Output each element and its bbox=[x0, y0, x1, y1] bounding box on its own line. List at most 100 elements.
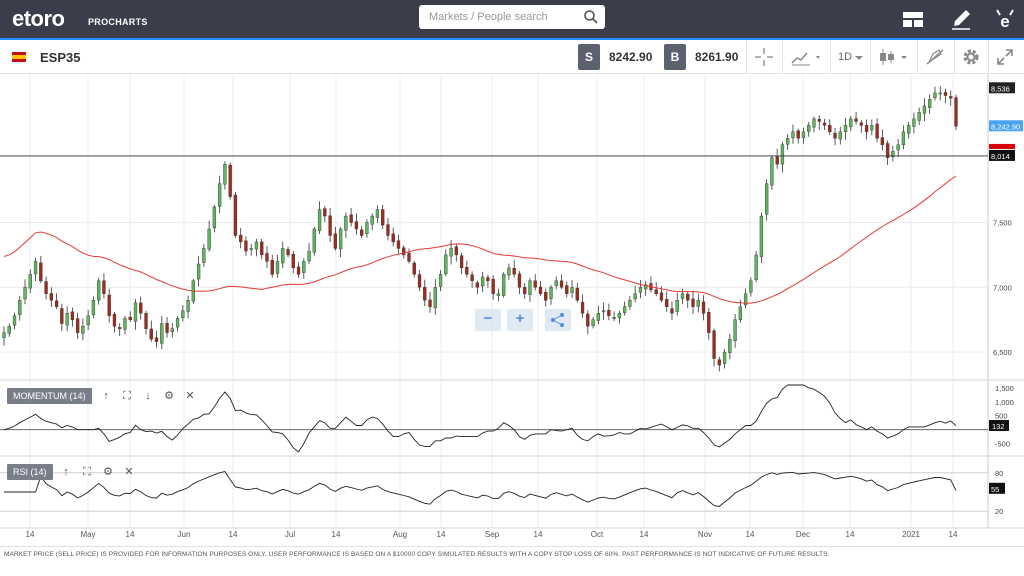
spain-flag-icon bbox=[12, 52, 26, 62]
search-box[interactable] bbox=[419, 5, 605, 29]
candle bbox=[770, 157, 774, 186]
candle bbox=[759, 215, 764, 258]
candle bbox=[486, 277, 490, 282]
share-icon bbox=[551, 313, 564, 327]
candle bbox=[112, 313, 117, 327]
move-up-icon[interactable]: ↑ bbox=[103, 390, 109, 402]
candle bbox=[859, 122, 863, 126]
candle bbox=[601, 310, 606, 313]
candle bbox=[665, 299, 669, 307]
candle bbox=[822, 122, 827, 126]
candle bbox=[633, 293, 637, 300]
candle bbox=[722, 351, 727, 364]
candle bbox=[465, 267, 469, 275]
candle bbox=[118, 327, 122, 329]
candle bbox=[317, 209, 322, 231]
candles-icon[interactable] bbox=[877, 46, 911, 68]
move-up-icon[interactable]: ↑ bbox=[63, 466, 69, 478]
candle bbox=[333, 233, 338, 249]
search-icon[interactable] bbox=[583, 9, 599, 25]
etoro-profile-icon[interactable]: e bbox=[990, 4, 1020, 34]
instrument-symbol[interactable]: ESP35 bbox=[40, 50, 81, 65]
candle bbox=[28, 274, 32, 289]
chart-type-icon[interactable] bbox=[790, 46, 824, 68]
candle bbox=[559, 280, 564, 288]
candle bbox=[81, 325, 85, 334]
x-axis-tick-label: Oct bbox=[591, 530, 604, 539]
timeframe-selector[interactable]: 1D bbox=[838, 51, 853, 63]
candle bbox=[686, 293, 690, 301]
candle bbox=[833, 133, 837, 139]
candle bbox=[591, 319, 595, 326]
rsi-value-label: 55 bbox=[991, 485, 999, 494]
x-axis-tick-label: 14 bbox=[229, 530, 238, 539]
candle bbox=[128, 316, 132, 320]
fullscreen-icon[interactable] bbox=[994, 46, 1016, 68]
sell-button[interactable]: S bbox=[578, 44, 600, 70]
sell-price[interactable]: 8242.90 bbox=[609, 50, 653, 64]
candle bbox=[765, 183, 769, 215]
maximize-icon[interactable]: ⛶ bbox=[123, 390, 131, 402]
x-axis-tick-label: 14 bbox=[846, 530, 855, 539]
zoom-out-button[interactable]: − bbox=[475, 309, 501, 331]
chevron-down-icon[interactable] bbox=[854, 46, 864, 68]
close-icon[interactable]: ✕ bbox=[124, 466, 134, 478]
buy-button[interactable]: B bbox=[664, 44, 686, 70]
level-price-badge bbox=[989, 149, 1015, 161]
candle bbox=[491, 278, 495, 294]
candle bbox=[854, 118, 858, 122]
candle bbox=[954, 97, 958, 127]
settings-icon[interactable] bbox=[960, 46, 982, 68]
candle bbox=[196, 263, 201, 280]
x-axis-tick-label: Jul bbox=[285, 530, 295, 539]
rsi-axis-tick-label: 20 bbox=[995, 507, 1003, 516]
x-axis-tick-label: 14 bbox=[126, 530, 135, 539]
candle bbox=[144, 313, 148, 329]
candle bbox=[896, 144, 900, 151]
svg-text:e: e bbox=[1000, 12, 1009, 31]
candle bbox=[796, 130, 800, 139]
candle bbox=[928, 99, 932, 108]
momentum-value-label: 132 bbox=[992, 422, 1005, 431]
toolbar-divider bbox=[917, 40, 918, 74]
buy-price[interactable]: 8261.90 bbox=[695, 50, 739, 64]
momentum-axis-tick-label: -500 bbox=[995, 440, 1010, 449]
candle bbox=[680, 293, 685, 299]
gear-icon[interactable]: ⚙ bbox=[164, 390, 174, 402]
crosshair-icon[interactable] bbox=[753, 46, 775, 68]
zoom-in-button[interactable]: + bbox=[507, 309, 533, 331]
candle bbox=[33, 261, 38, 275]
draw-icon[interactable] bbox=[923, 46, 947, 68]
candle bbox=[433, 287, 437, 309]
candle bbox=[817, 119, 821, 122]
candle bbox=[838, 131, 842, 140]
candle bbox=[39, 262, 43, 282]
candle bbox=[149, 328, 153, 340]
move-down-icon[interactable]: ↓ bbox=[145, 390, 151, 402]
high-price-badge bbox=[989, 82, 1015, 94]
candle bbox=[123, 318, 127, 330]
candle bbox=[438, 274, 443, 287]
etoro-logo[interactable]: etoro bbox=[12, 6, 65, 31]
price-axis-tick-label: 7,500 bbox=[993, 219, 1012, 228]
close-icon[interactable]: ✕ bbox=[185, 390, 195, 402]
candle bbox=[659, 292, 664, 301]
candle bbox=[507, 267, 511, 276]
candle bbox=[391, 233, 395, 243]
pencil-icon[interactable] bbox=[946, 4, 976, 34]
candle bbox=[286, 249, 290, 256]
share-button[interactable] bbox=[545, 309, 571, 331]
layout-icon[interactable] bbox=[898, 4, 928, 34]
candle bbox=[870, 125, 874, 131]
momentum-label[interactable]: MOMENTUM (14) bbox=[7, 388, 92, 404]
x-axis-tick-label: 2021 bbox=[902, 530, 920, 539]
gear-icon[interactable]: ⚙ bbox=[103, 466, 113, 478]
candle bbox=[186, 300, 190, 312]
candle bbox=[239, 234, 243, 243]
maximize-icon[interactable]: ⛶ bbox=[83, 466, 91, 478]
candle bbox=[449, 248, 453, 257]
search-input[interactable] bbox=[419, 5, 579, 29]
candle bbox=[933, 92, 937, 98]
candle bbox=[502, 274, 506, 296]
rsi-label[interactable]: RSI (14) bbox=[7, 464, 53, 480]
